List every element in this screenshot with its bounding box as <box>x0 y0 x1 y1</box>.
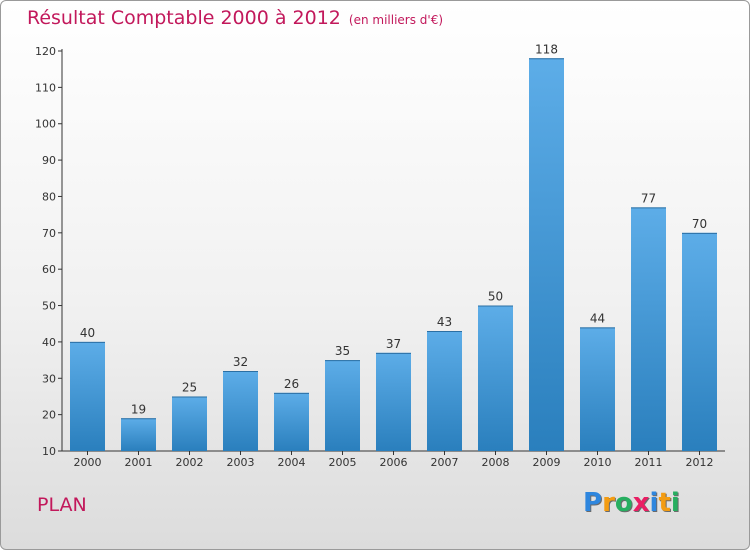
value-label: 32 <box>233 355 248 369</box>
y-tick-label: 60 <box>42 263 56 276</box>
value-label: 37 <box>386 337 401 351</box>
y-tick-label: 100 <box>35 118 56 131</box>
bars <box>70 58 717 451</box>
value-label: 70 <box>692 217 707 231</box>
x-tick-label: 2001 <box>125 456 153 469</box>
x-tick-label: 2000 <box>74 456 102 469</box>
y-tick-label: 90 <box>42 154 56 167</box>
bar-2000 <box>70 341 105 451</box>
commune-name: PLAN <box>37 494 87 516</box>
bar-2002 <box>172 396 207 451</box>
x-tick-label: 2011 <box>635 456 663 469</box>
x-tick-label: 2005 <box>329 456 357 469</box>
chart-unit: (en milliers d'€) <box>348 13 444 27</box>
value-label: 43 <box>437 315 452 329</box>
bar-2009 <box>529 58 564 451</box>
value-label: 26 <box>284 377 299 391</box>
x-tick-label: 2003 <box>227 456 255 469</box>
bar-2007 <box>427 331 462 451</box>
y-tick-label: 50 <box>42 300 56 313</box>
x-tick-label: 2012 <box>686 456 714 469</box>
y-tick-label: 80 <box>42 190 56 203</box>
bar-2010 <box>580 327 615 451</box>
x-tick-label: 2010 <box>584 456 612 469</box>
chart-title-text: Résultat Comptable 2000 à 2012 <box>27 7 341 29</box>
value-label: 44 <box>590 311 605 325</box>
y-tick-label: 30 <box>42 372 56 385</box>
bar-2005 <box>325 360 360 451</box>
x-tick-label: 2009 <box>533 456 561 469</box>
x-tick-label: 2008 <box>482 456 510 469</box>
y-tick-label: 20 <box>42 409 56 422</box>
value-label: 35 <box>335 344 350 358</box>
bar-2003 <box>223 371 258 451</box>
bar-2004 <box>274 392 309 451</box>
bar-2012 <box>682 232 717 451</box>
value-label: 50 <box>488 290 503 304</box>
bar-2001 <box>121 418 156 451</box>
x-tick-label: 2002 <box>176 456 204 469</box>
y-tick-label: 70 <box>42 227 56 240</box>
labels: 40 2000 19 2001 25 2002 32 2003 26 2004 35 2005 37 20… <box>74 42 714 469</box>
bar-2008 <box>478 305 513 451</box>
value-label: 19 <box>131 402 146 416</box>
bar-2011 <box>631 207 666 451</box>
y-tick-label: 120 <box>35 45 56 58</box>
y-tick-label: 10 <box>42 445 56 458</box>
chart-title: Résultat Comptable 2000 à 2012 (en millie… <box>27 7 443 29</box>
y-tick-label: 40 <box>42 336 56 349</box>
value-label: 25 <box>182 380 197 394</box>
value-label: 118 <box>535 42 558 56</box>
value-label: 77 <box>641 191 656 205</box>
x-tick-label: 2004 <box>278 456 306 469</box>
y-tick-label: 110 <box>35 81 56 94</box>
x-tick-label: 2006 <box>380 456 408 469</box>
value-label: 40 <box>80 326 95 340</box>
bar-2006 <box>376 352 411 451</box>
proxiti-logo: Proxiti <box>583 488 680 518</box>
x-tick-label: 2007 <box>431 456 459 469</box>
